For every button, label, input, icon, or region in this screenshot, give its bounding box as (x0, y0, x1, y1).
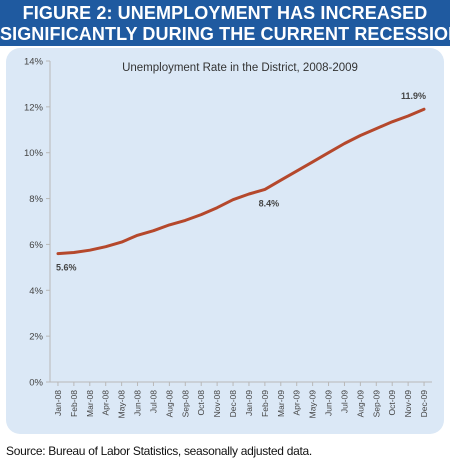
x-tick-label: Dec-09 (419, 390, 429, 418)
x-tick-label: Aug-09 (355, 390, 365, 418)
figure-title-line-2: SIGNIFICANTLY DURING THE CURRENT RECESSI… (0, 24, 450, 44)
x-tick-label: Jun-08 (133, 390, 143, 416)
x-tick-label: Sep-08 (180, 390, 190, 418)
x-tick-label: Nov-09 (403, 390, 413, 418)
data-label: 11.9% (401, 91, 426, 101)
y-tick-label: 10% (24, 148, 44, 159)
x-tick-label: Jan-09 (244, 390, 254, 416)
y-tick-label: 14% (24, 57, 44, 68)
y-tick-label: 6% (29, 240, 43, 251)
x-tick-label: Jul-09 (339, 390, 349, 413)
series-line-unemployment-rate (56, 107, 426, 256)
chart-title: Unemployment Rate in the District, 2008-… (122, 62, 358, 74)
x-tick-label: May-09 (308, 390, 318, 419)
data-label: 5.6% (56, 263, 77, 273)
x-tick-label: Jun-09 (324, 390, 334, 416)
y-tick-label: 2% (29, 332, 43, 343)
x-tick-label: Aug-08 (164, 390, 174, 418)
x-tick-label: May-08 (117, 390, 127, 419)
data-label: 8.4% (259, 198, 280, 208)
y-tick-label: 12% (24, 102, 44, 113)
x-tick-label: Apr-09 (292, 390, 302, 416)
chart-panel (6, 48, 444, 434)
x-tick-label: Feb-08 (69, 390, 79, 417)
x-tick-label: Feb-09 (260, 390, 270, 417)
x-tick-label: Dec-08 (228, 390, 238, 418)
x-tick-label: Jul-08 (148, 390, 158, 413)
x-tick-label: Nov-08 (212, 390, 222, 418)
x-tick-label: Jan-08 (53, 390, 63, 416)
source-note: Source: Bureau of Labor Statistics, seas… (6, 444, 312, 458)
x-tick-label: Apr-08 (101, 390, 111, 416)
x-tick-label: Oct-09 (387, 390, 397, 416)
figure-header: FIGURE 2: UNEMPLOYMENT HAS INCREASED SIG… (0, 0, 450, 46)
x-tick-label: Sep-09 (371, 390, 381, 418)
x-tick-label: Oct-08 (196, 390, 206, 416)
y-tick-label: 8% (29, 194, 43, 205)
figure-title-line-1: FIGURE 2: UNEMPLOYMENT HAS INCREASED (22, 3, 428, 23)
y-tick-label: 0% (29, 378, 43, 389)
y-tick-label: 4% (29, 286, 43, 297)
x-tick-label: Mar-08 (85, 390, 95, 417)
x-tick-label: Mar-09 (276, 390, 286, 417)
